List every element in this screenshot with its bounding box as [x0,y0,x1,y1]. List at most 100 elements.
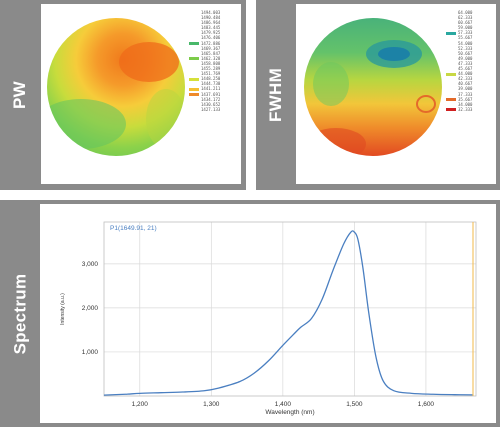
pw-legend-entry: 1462.328 [189,56,220,61]
pw-legend-value: 1469.367 [201,45,221,51]
pw-legend-entry: 1455.289 [189,66,220,71]
pw-legend-value: 1483.445 [201,25,221,31]
plot-frame [103,221,477,397]
fwhm-legend-entry: 44.000 [446,71,472,76]
pw-legend-entry: 1441.211 [189,86,220,91]
fwhm-legend-value: 37.333 [458,91,473,97]
fwhm-legend-entry: 52.333 [446,46,472,51]
x-tick-label: 1,400 [275,401,292,408]
pw-legend-swatch [189,47,199,51]
fwhm-legend-value: 55.667 [458,35,473,41]
pw-legend-swatch [189,72,199,76]
x-tick-label: 1,500 [346,401,363,408]
fwhm-legend-entry: 50.667 [446,51,472,56]
pw-legend-swatch [189,11,199,15]
pw-legend-value: 1444.730 [201,81,221,87]
fwhm-legend-value: 57.333 [458,30,473,36]
pw-legend-swatch [189,98,199,102]
spectrum-panel: Spectrum 1,200 1,300 1,400 1,500 1,600 1,000… [0,200,500,427]
fwhm-legend-value: 47.333 [458,60,473,66]
y-tick-label: 1,000 [82,349,99,356]
fwhm-legend-value: 44.000 [458,71,473,77]
fwhm-legend-value: 32.333 [458,106,473,112]
fwhm-legend-swatch [446,57,456,61]
pw-legend-entry: 1427.133 [189,107,220,112]
fwhm-legend-swatch [446,67,456,71]
y-axis-label: Intensity (a.u.) [60,293,66,325]
pw-legend-swatch [189,26,199,30]
fwhm-legend: 64.000 62.333 60.667 59.000 57.333 55.667 54.0… [446,10,472,112]
pw-legend-value: 1430.652 [201,101,221,107]
pw-legend-swatch [189,31,199,35]
fwhm-legend-value: 42.333 [458,76,473,82]
fwhm-legend-entry: 45.667 [446,66,472,71]
pw-legend-entry: 1483.445 [189,25,220,30]
fwhm-legend-entry: 59.000 [446,25,472,30]
fwhm-legend-value: 49.000 [458,55,473,61]
pw-legend-entry: 1448.250 [189,76,220,81]
fwhm-legend-value: 45.667 [458,66,473,72]
fwhm-legend-swatch [446,52,456,56]
fwhm-legend-entry: 60.667 [446,20,472,25]
pw-legend-value: 1451.769 [201,71,221,77]
fwhm-legend-value: 50.667 [458,50,473,56]
peak-annotation: P1(1649.91, 21) [110,225,157,232]
fwhm-legend-entry: 34.000 [446,102,472,107]
pw-legend-entry: 1490.484 [189,15,220,20]
pw-legend-entry: 1437.691 [189,92,220,97]
pw-legend-entry: 1476.406 [189,35,220,40]
pw-legend-swatch [189,57,199,61]
fwhm-legend-entry: 54.000 [446,41,472,46]
x-tick-label: 1,300 [203,401,220,408]
fwhm-legend-swatch [446,98,456,102]
pw-legend-swatch [189,21,199,25]
pw-legend-swatch [189,62,199,66]
pw-legend-value: 1458.808 [201,60,221,66]
pw-legend-value: 1465.847 [201,50,221,56]
fwhm-legend-entry: 62.333 [446,15,472,20]
fwhm-legend-entry: 55.667 [446,35,472,40]
chart-grid [104,222,476,396]
spectrum-panel-title: Spectrum [10,273,29,354]
fwhm-legend-swatch [446,87,456,91]
fwhm-legend-swatch [446,82,456,86]
pw-legend-value: 1462.328 [201,55,221,61]
pw-legend-value: 1494.003 [201,10,221,15]
pw-legend-swatch [189,103,199,107]
pw-panel: PW 1494.003 1490.484 1486.964 1 [0,0,246,190]
fwhm-legend-swatch [446,21,456,25]
pw-legend-value: 1476.406 [201,35,221,41]
fwhm-legend-swatch [446,77,456,81]
fwhm-legend-entry: 47.333 [446,61,472,66]
pw-legend-value: 1490.484 [201,15,221,21]
pw-map-area: 1494.003 1490.484 1486.964 1483.445 1479.925… [41,4,241,184]
fwhm-legend-swatch [446,16,456,20]
pw-legend-entry: 1469.367 [189,46,220,51]
y-tick-label: 3,000 [82,261,99,268]
fwhm-legend-swatch [446,11,456,15]
fwhm-legend-swatch [446,31,456,35]
x-tick-labels: 1,200 1,300 1,400 1,500 1,600 [132,401,435,408]
pw-legend-swatch [189,82,199,86]
pw-legend-value: 1486.964 [201,20,221,26]
pw-legend-entry: 1472.886 [189,41,220,46]
pw-legend-swatch [189,87,199,91]
pw-legend-swatch [189,67,199,71]
fwhm-legend-swatch [446,93,456,96]
fwhm-legend-swatch [446,47,456,51]
pw-legend-value: 1437.691 [201,91,221,97]
pw-legend-entry: 1434.172 [189,97,220,102]
pw-legend-entry: 1430.652 [189,102,220,107]
fwhm-legend-value: 52.333 [458,45,473,51]
fwhm-legend-swatch [446,36,456,40]
fwhm-wafer-map [304,18,442,156]
x-axis-label: Wavelength (nm) [265,409,314,416]
fwhm-legend-swatch [446,108,456,112]
spectrum-chart: 1,200 1,300 1,400 1,500 1,600 1,000 2,000 3,00… [60,221,477,416]
pw-legend-value: 1427.133 [201,106,221,112]
pw-legend: 1494.003 1490.484 1486.964 1483.445 1479.925… [189,10,220,112]
fwhm-legend-value: 40.667 [458,81,473,87]
x-tick-label: 1,600 [418,401,435,408]
fwhm-panel-title: FWHM [266,67,286,123]
pw-legend-swatch [189,42,199,46]
